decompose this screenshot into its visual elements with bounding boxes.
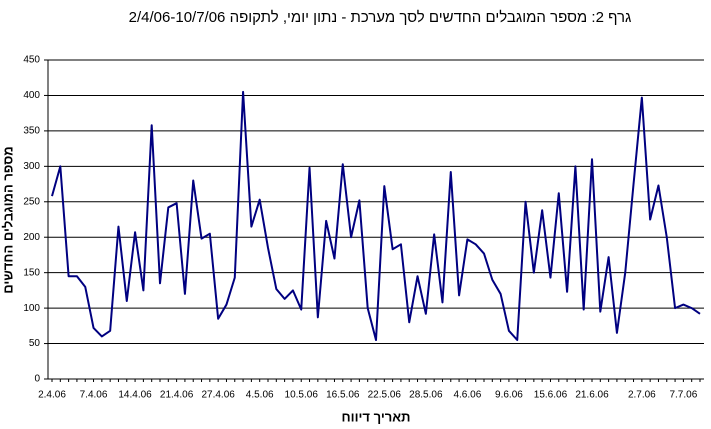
y-tick-label: 50 bbox=[29, 338, 41, 349]
y-tick-label: 150 bbox=[23, 267, 40, 278]
x-tick-label: 4.5.06 bbox=[246, 390, 274, 401]
x-tick-label: 14.4.06 bbox=[118, 390, 152, 401]
x-tick-label: 21.6.06 bbox=[575, 390, 609, 401]
x-tick-label: 4.6.06 bbox=[453, 390, 481, 401]
x-tick-label: 16.5.06 bbox=[326, 390, 360, 401]
y-tick-label: 450 bbox=[23, 55, 40, 66]
y-tick-label: 300 bbox=[23, 161, 40, 172]
y-tick-label: 250 bbox=[23, 196, 40, 207]
x-tick-label: 9.6.06 bbox=[495, 390, 523, 401]
y-tick-label: 100 bbox=[23, 303, 40, 314]
x-tick-label: 2.4.06 bbox=[38, 390, 66, 401]
y-tick-label: 400 bbox=[23, 90, 40, 101]
x-tick-label: 28.5.06 bbox=[409, 390, 443, 401]
x-tick-label: 15.6.06 bbox=[534, 390, 568, 401]
x-tick-label: 7.7.06 bbox=[669, 390, 697, 401]
x-tick-label: 2.7.06 bbox=[628, 390, 656, 401]
y-tick-label: 350 bbox=[23, 126, 40, 137]
x-tick-label: 7.4.06 bbox=[80, 390, 108, 401]
y-tick-label: 0 bbox=[34, 374, 40, 385]
x-tick-label: 22.5.06 bbox=[368, 390, 402, 401]
x-tick-label: 21.4.06 bbox=[160, 390, 194, 401]
x-tick-label: 27.4.06 bbox=[201, 390, 235, 401]
x-tick-label: 10.5.06 bbox=[285, 390, 319, 401]
x-axis-title: תאריך דיווח bbox=[342, 409, 411, 424]
chart-title: גרף 2: מספר המוגבלים החדשים לסך מערכת - … bbox=[129, 9, 632, 26]
y-tick-label: 200 bbox=[23, 232, 40, 243]
data-line bbox=[51, 90, 701, 342]
y-axis-title: מספר המוגבלים החדשים bbox=[0, 146, 15, 293]
